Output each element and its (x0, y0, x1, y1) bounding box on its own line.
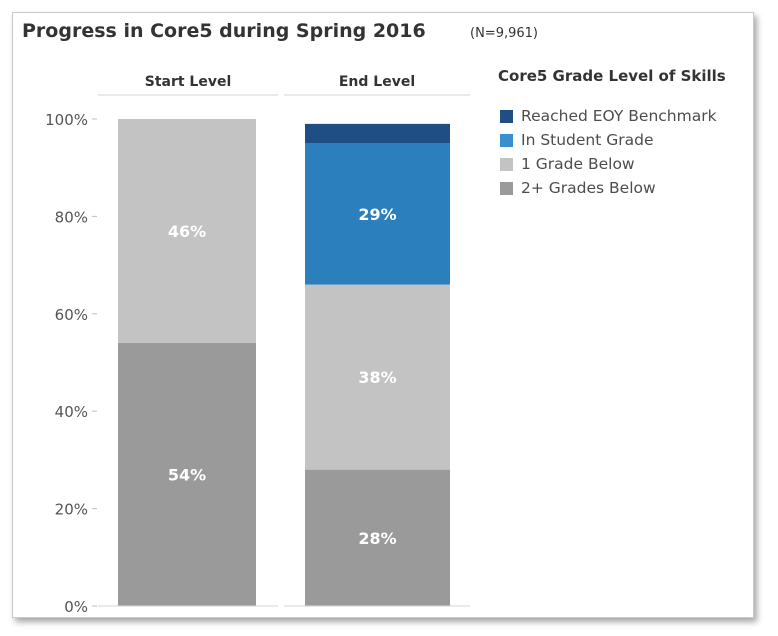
data-label: 46% (168, 222, 206, 241)
column-header-label: Start Level (145, 74, 232, 90)
sample-size-note: (N=9,961) (470, 26, 538, 41)
legend-item-reached-eoy-benchmark: Reached EOY Benchmark (500, 107, 717, 125)
data-label: 29% (358, 205, 396, 224)
legend-item-in-student-grade: In Student Grade (500, 131, 654, 149)
legend-swatch (500, 133, 513, 147)
bar-segment (305, 143, 450, 285)
legend-item-2-plus-grades-below: 2+ Grades Below (500, 179, 656, 197)
legend-label: In Student Grade (521, 131, 654, 149)
legend-swatch (500, 181, 513, 195)
y-tick-label: 60% (55, 306, 88, 324)
bar-segment (305, 123, 450, 144)
data-label: 54% (168, 466, 206, 485)
bar-segment (305, 469, 450, 606)
y-tick-label: 40% (55, 403, 88, 421)
legend-label: 1 Grade Below (521, 155, 635, 173)
y-tick-label: 0% (64, 598, 88, 616)
data-label: 28% (358, 529, 396, 548)
chart-title: Progress in Core5 during Spring 2016 (22, 20, 426, 42)
legend-swatch (500, 109, 513, 123)
legend-label: 2+ Grades Below (521, 179, 656, 197)
legend-item-1-grade-below: 1 Grade Below (500, 155, 635, 173)
bar-segment (118, 119, 256, 344)
bar-segment (305, 284, 450, 470)
legend-swatch (500, 157, 513, 171)
y-tick-label: 20% (55, 501, 88, 519)
y-tick-label: 100% (45, 111, 88, 129)
legend-title: Core5 Grade Level of Skills (498, 67, 726, 85)
bar-segment (118, 343, 256, 606)
column-header-label: End Level (339, 74, 415, 90)
legend-label: Reached EOY Benchmark (521, 107, 717, 125)
data-label: 38% (358, 368, 396, 387)
y-tick-label: 80% (55, 208, 88, 226)
